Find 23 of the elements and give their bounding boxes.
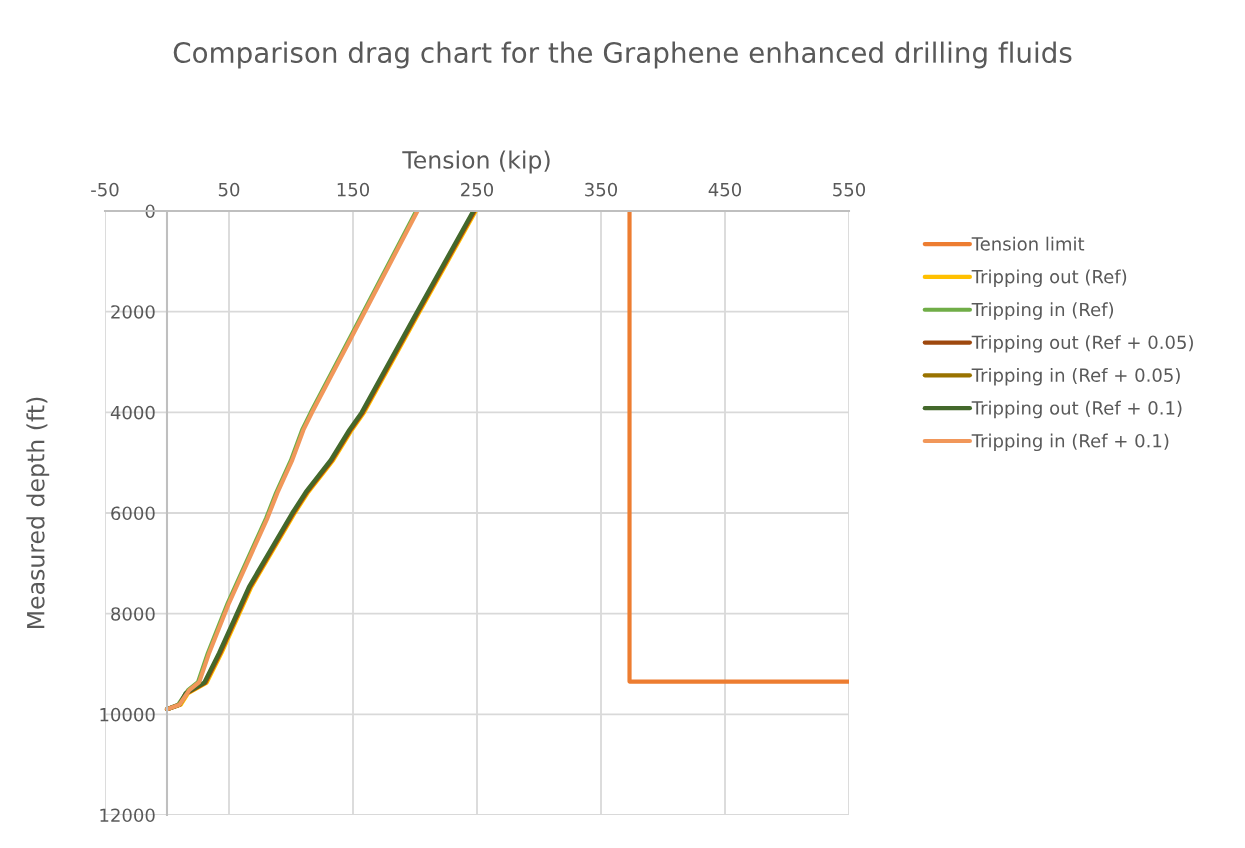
x-tick-label: -50 (91, 182, 119, 197)
legend-label: Tripping in (Ref) (971, 302, 1114, 320)
x-axis-title: Tension (kip) (402, 150, 550, 174)
x-tick-label: 250 (461, 182, 494, 197)
chart-title: Comparison drag chart for the Graphene enhanced drilling fluids (173, 41, 1072, 69)
x-tick-label: 450 (708, 182, 742, 197)
y-tick-label: 6000 (111, 506, 155, 521)
x-tick-label: 150 (337, 182, 370, 197)
y-tick-label: 4000 (110, 405, 155, 420)
legend-label: Tripping out (Ref) (971, 269, 1127, 287)
legend-label: Tripping out (Ref + 0.1) (971, 400, 1182, 419)
legend-label: Tripping in (Ref + 0.05) (971, 367, 1180, 386)
legend-label: Tension limit (971, 236, 1085, 251)
y-tick-label: 8000 (111, 607, 155, 621)
y-tick-label: 10000 (100, 707, 155, 722)
y-tick-label: 2000 (111, 305, 155, 319)
x-tick-label: 50 (218, 182, 240, 197)
x-tick-label: 350 (585, 182, 618, 197)
legend-label: Tripping out (Ref + 0.05) (971, 335, 1193, 353)
y-axis-title: Measured depth (ft) (26, 397, 50, 628)
y-tick-label: 12000 (100, 808, 155, 823)
legend-label: Tripping in (Ref + 0.1) (971, 433, 1169, 452)
x-tick-label: 550 (833, 182, 866, 197)
